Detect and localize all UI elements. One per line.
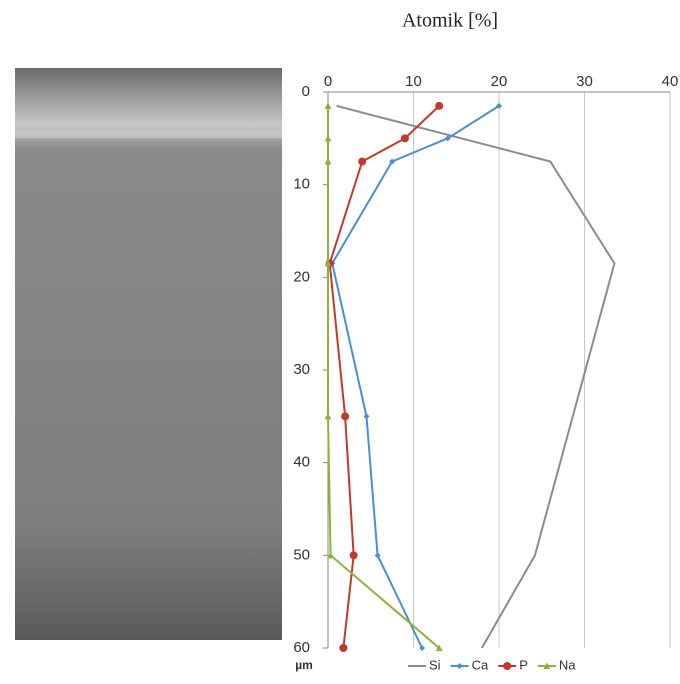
marker (363, 413, 370, 420)
marker (419, 645, 426, 651)
legend-label: Na (559, 657, 576, 672)
marker (358, 157, 367, 166)
y-tick-label: 60 (293, 639, 310, 656)
series-line (328, 105, 440, 649)
series-line (336, 104, 616, 649)
sem-image (15, 68, 282, 640)
legend-label: Si (429, 657, 441, 672)
marker (324, 259, 332, 267)
marker (324, 412, 332, 420)
marker (503, 662, 512, 670)
series-line (331, 105, 500, 649)
marker (444, 135, 451, 142)
marker (327, 551, 335, 559)
legend-label: P (519, 657, 528, 672)
x-tick-label: 40 (662, 73, 679, 90)
y-tick-label: 40 (293, 454, 310, 471)
marker (374, 552, 381, 559)
sem-layer (15, 130, 282, 138)
marker (339, 644, 348, 652)
marker (400, 134, 409, 143)
y-tick-label: 30 (293, 361, 310, 378)
marker (324, 134, 332, 142)
x-tick-label: 10 (405, 73, 422, 90)
legend-label: Ca (472, 657, 489, 672)
y-tick-label: 0 (302, 83, 310, 100)
x-tick-label: 30 (576, 73, 593, 90)
marker (389, 158, 396, 165)
marker (543, 662, 551, 669)
y-axis-label: µm (295, 658, 313, 672)
marker (349, 551, 358, 560)
y-tick-label: 50 (293, 546, 310, 563)
marker (496, 102, 502, 109)
marker (435, 644, 443, 651)
marker (456, 663, 463, 669)
x-tick-label: 20 (491, 73, 508, 90)
marker (324, 158, 332, 165)
x-tick-label: 0 (324, 73, 332, 90)
marker (324, 102, 332, 109)
marker (435, 101, 444, 110)
y-tick-label: 20 (293, 268, 310, 285)
marker (341, 412, 350, 421)
chart-title: Atomik [%] (402, 10, 498, 32)
y-tick-label: 10 (293, 176, 310, 193)
